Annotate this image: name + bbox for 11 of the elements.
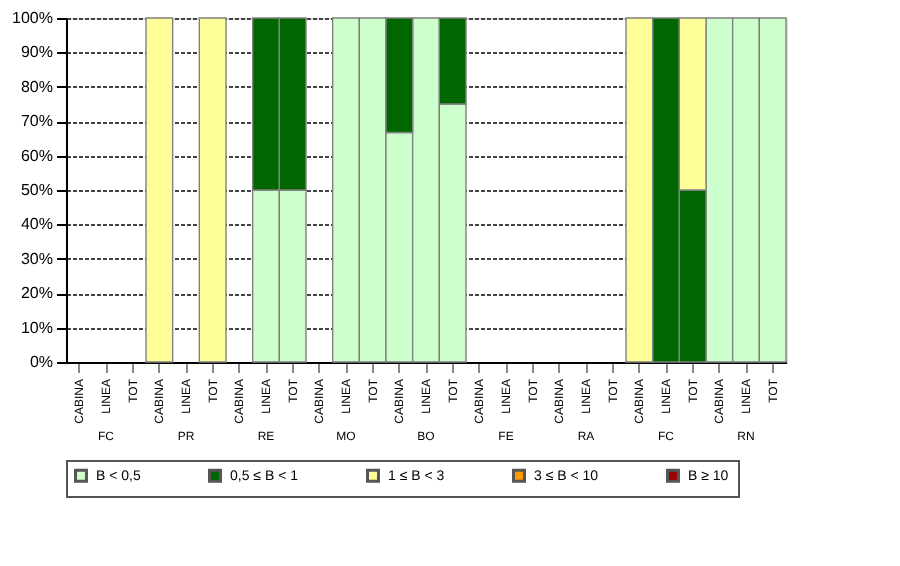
y-tick-label: 30% — [20, 249, 53, 268]
y-tick-label: 80% — [20, 77, 53, 96]
y-tick-label: 20% — [20, 284, 53, 303]
y-tick-label: 100% — [12, 9, 53, 27]
y-tick-label: 60% — [20, 146, 53, 165]
y-tick-label: 70% — [20, 112, 53, 131]
y-tick-label: 40% — [20, 215, 53, 234]
y-tick-label: 50% — [20, 181, 53, 199]
y-tick-label: 0% — [29, 353, 53, 371]
y-tick-label: 10% — [20, 318, 53, 337]
y-tick-label: 90% — [20, 43, 53, 62]
